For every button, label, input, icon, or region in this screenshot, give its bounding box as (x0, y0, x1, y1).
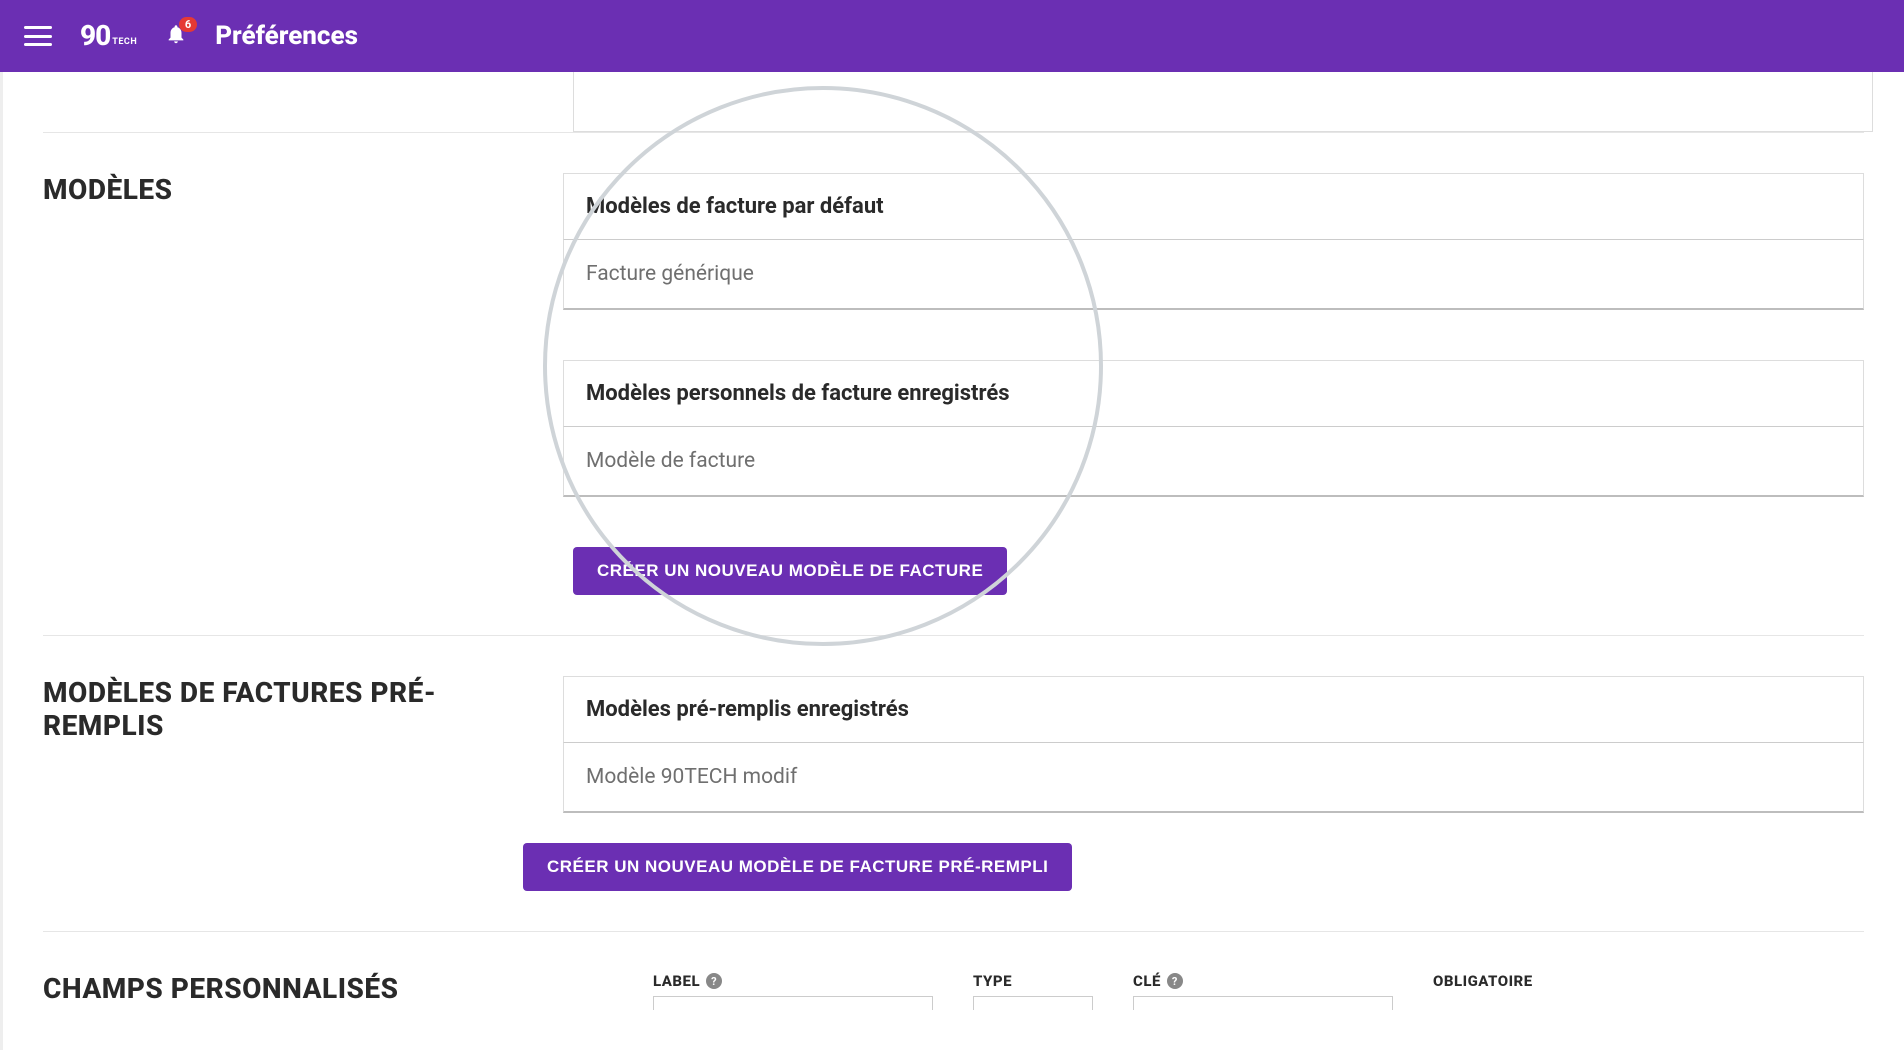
help-icon[interactable]: ? (1167, 973, 1183, 989)
col-cle-header: CLÉ ? (1133, 972, 1393, 990)
section-title-champs: CHAMPS PERSONNALISÉS (43, 972, 503, 1005)
col-type-header: TYPE (973, 972, 1093, 990)
section-champs: CHAMPS PERSONNALISÉS LABEL ? TYPE CLÉ (43, 931, 1864, 1010)
col-label-text: LABEL (653, 972, 700, 990)
personal-models-header: Modèles personnels de facture enregistré… (563, 360, 1864, 427)
logo-main: 90 (80, 22, 110, 50)
app-header: 90 TECH 6 Préférences (0, 0, 1904, 72)
section-modeles: MODÈLES Modèles de facture par défaut Fa… (43, 132, 1864, 547)
logo-sub: TECH (112, 38, 137, 47)
page-content: MODÈLES Modèles de facture par défaut Fa… (0, 72, 1904, 1050)
help-icon[interactable]: ? (706, 973, 722, 989)
col-cle-text: CLÉ (1133, 972, 1161, 990)
bell-icon (165, 30, 187, 49)
personal-model-row[interactable]: Modèle de facture (563, 427, 1864, 497)
prefilled-models-header: Modèles pré-remplis enregistrés (563, 676, 1864, 743)
empty-card-top (573, 72, 1873, 132)
section-preremplis: MODÈLES DE FACTURES PRÉ-REMPLIS Modèles … (43, 635, 1864, 843)
notifications-button[interactable]: 6 (165, 23, 187, 49)
page-title: Préférences (215, 21, 358, 51)
col-label-header: LABEL ? (653, 972, 933, 990)
create-prefilled-model-button[interactable]: CRÉER UN NOUVEAU MODÈLE DE FACTURE PRÉ-R… (523, 843, 1072, 891)
menu-icon[interactable] (24, 26, 52, 46)
label-input[interactable] (653, 996, 933, 1010)
col-oblig-header: OBLIGATOIRE (1433, 972, 1593, 990)
default-models-header: Modèles de facture par défaut (563, 173, 1864, 240)
type-input[interactable] (973, 996, 1093, 1010)
cle-input[interactable] (1133, 996, 1393, 1010)
default-models-block: Modèles de facture par défaut Facture gé… (563, 173, 1864, 310)
section-title-preremplis: MODÈLES DE FACTURES PRÉ-REMPLIS (43, 676, 503, 742)
brand-logo[interactable]: 90 TECH (80, 22, 137, 50)
prefilled-models-block: Modèles pré-remplis enregistrés Modèle 9… (563, 676, 1864, 813)
section-title-modeles: MODÈLES (43, 173, 503, 206)
create-invoice-model-button[interactable]: CRÉER UN NOUVEAU MODÈLE DE FACTURE (573, 547, 1007, 595)
personal-models-block: Modèles personnels de facture enregistré… (563, 360, 1864, 497)
custom-fields-header-row: LABEL ? TYPE CLÉ ? OBLIG (563, 972, 1864, 1010)
default-model-row[interactable]: Facture générique (563, 240, 1864, 310)
notification-badge: 6 (179, 17, 197, 32)
prefilled-model-row[interactable]: Modèle 90TECH modif (563, 743, 1864, 813)
